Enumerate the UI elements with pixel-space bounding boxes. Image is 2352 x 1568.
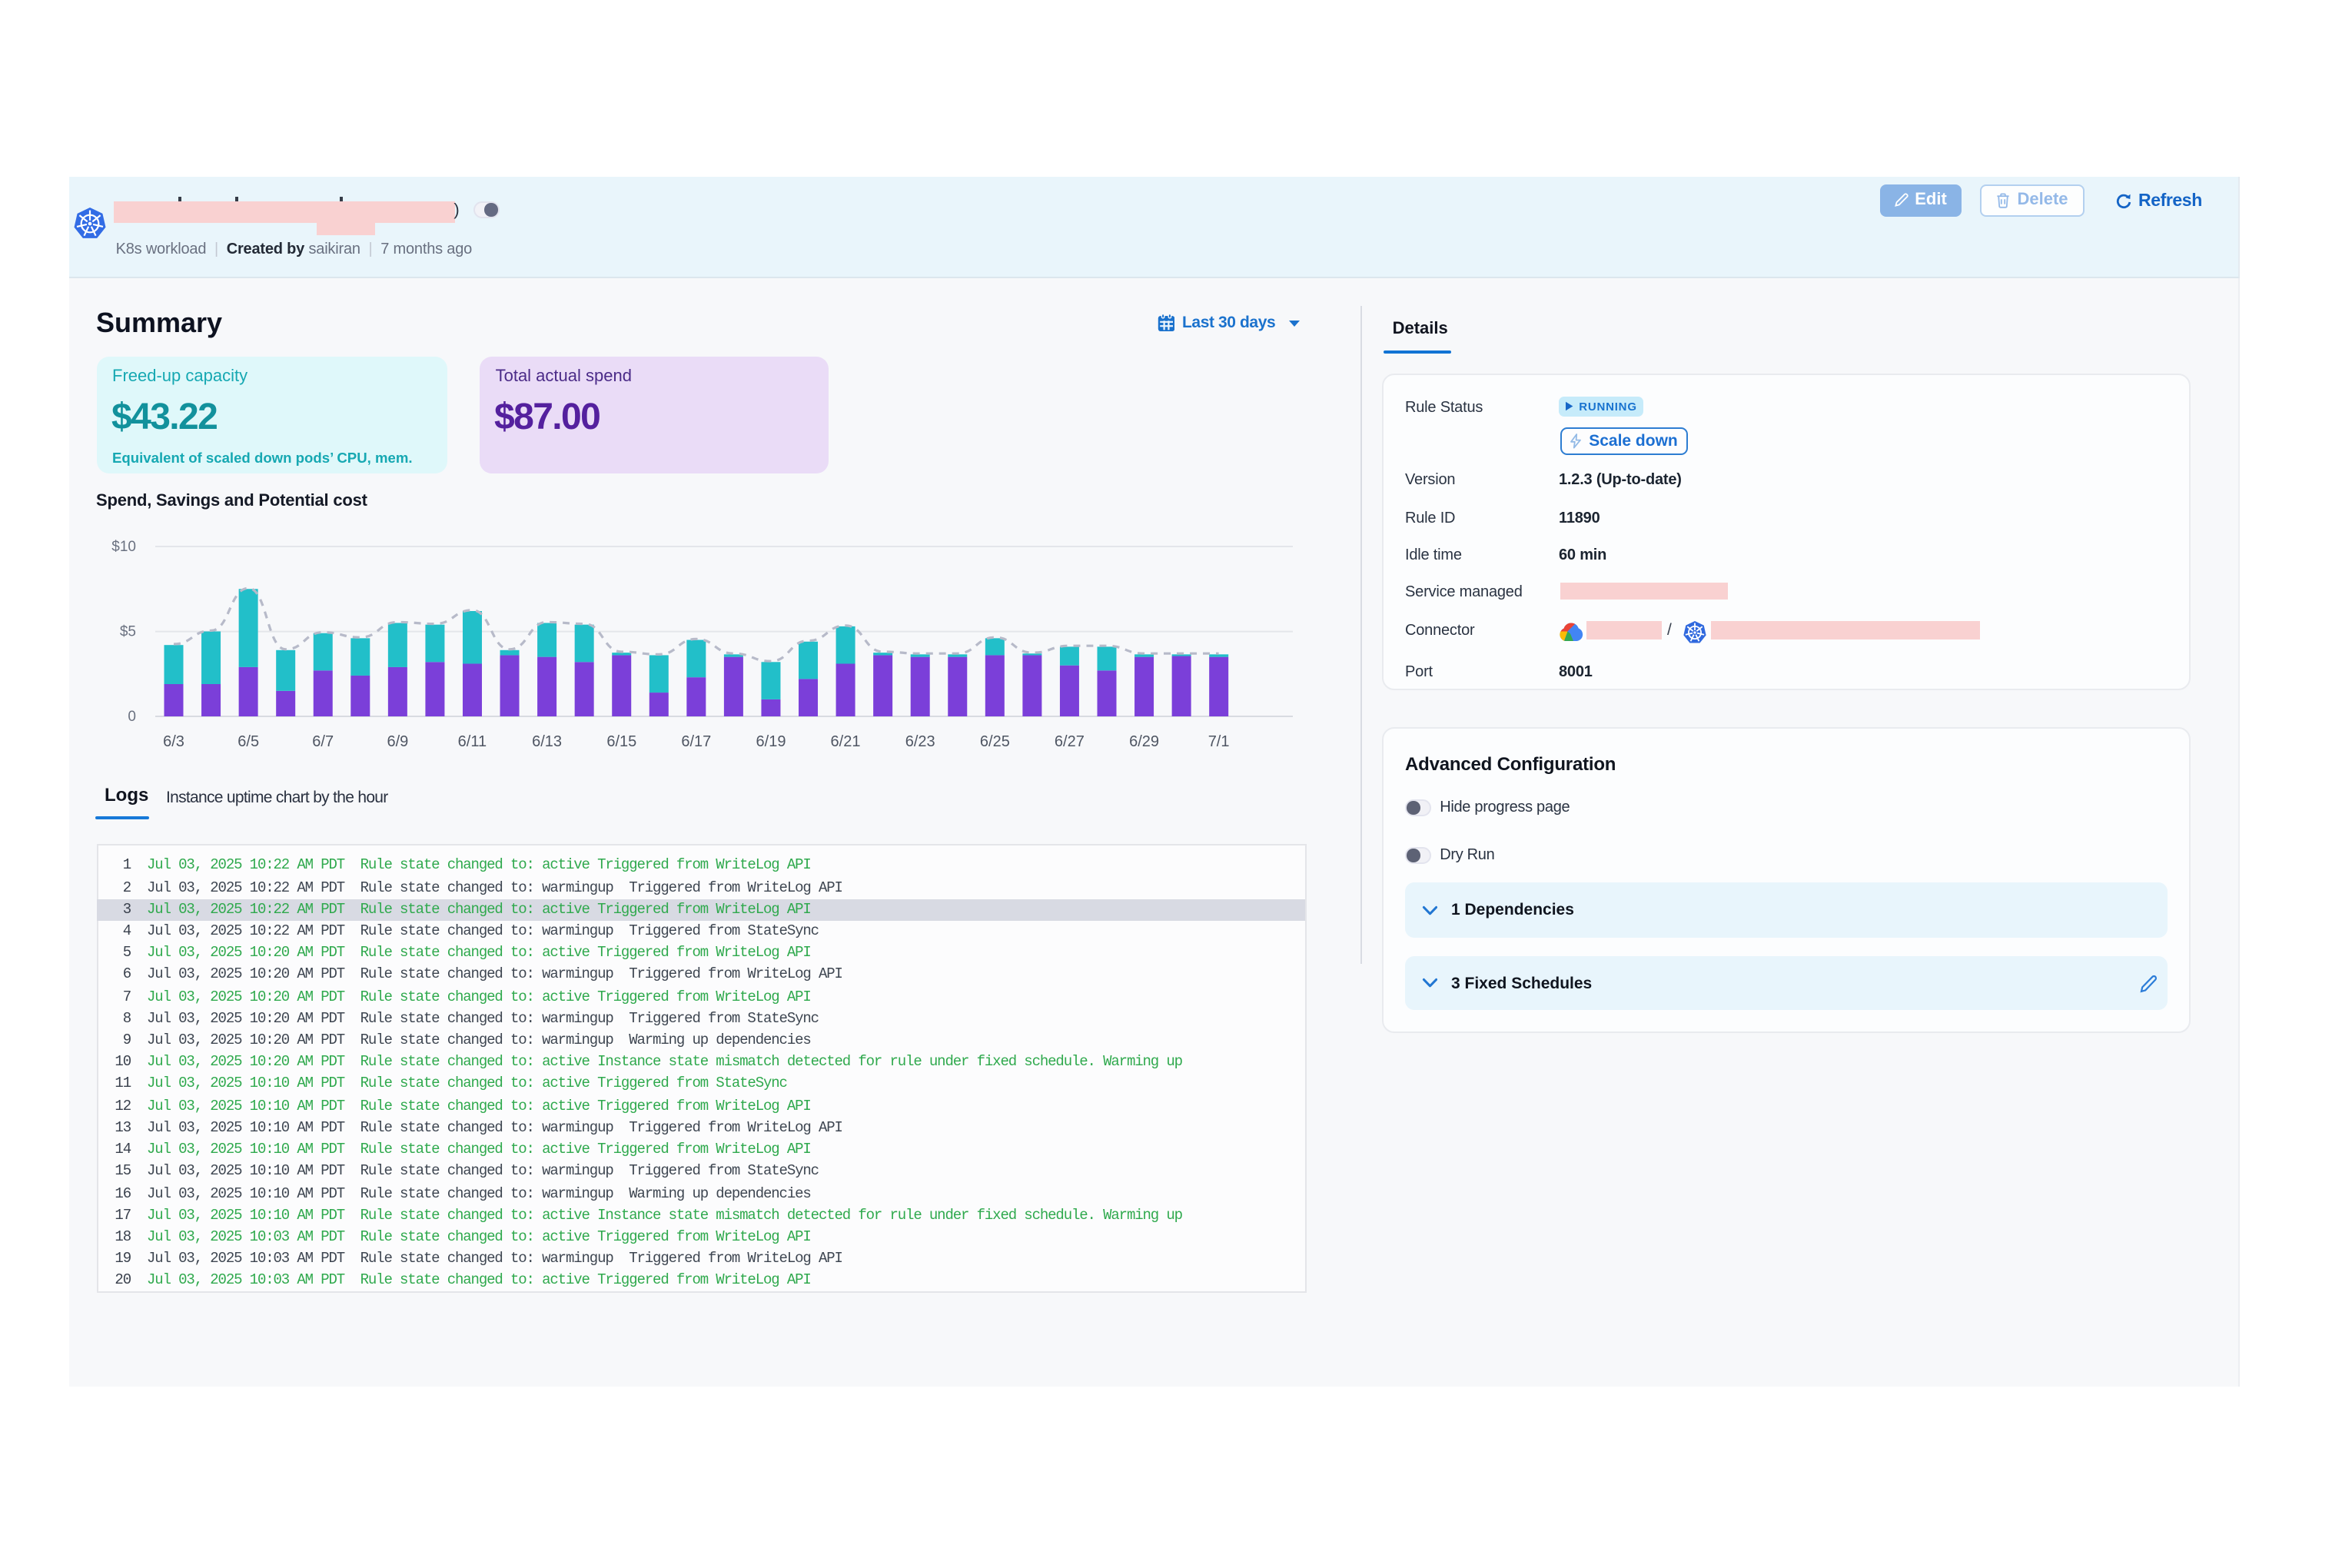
- svg-text:6/13: 6/13: [532, 733, 562, 750]
- svg-text:7/1: 7/1: [1208, 733, 1230, 750]
- svg-text:6/9: 6/9: [387, 733, 408, 750]
- svg-text:6/23: 6/23: [905, 733, 935, 750]
- svg-text:6/5: 6/5: [238, 733, 259, 750]
- svg-text:6/17: 6/17: [681, 733, 711, 750]
- svg-text:$10: $10: [111, 539, 136, 555]
- svg-text:6/21: 6/21: [831, 733, 861, 750]
- svg-text:0: 0: [128, 709, 136, 725]
- svg-text:6/19: 6/19: [756, 733, 786, 750]
- svg-text:6/3: 6/3: [163, 733, 184, 750]
- svg-text:6/29: 6/29: [1129, 733, 1159, 750]
- svg-text:$5: $5: [120, 624, 136, 640]
- svg-text:6/27: 6/27: [1055, 733, 1085, 750]
- svg-text:6/25: 6/25: [980, 733, 1010, 750]
- svg-text:6/7: 6/7: [312, 733, 334, 750]
- svg-text:6/15: 6/15: [606, 733, 636, 750]
- svg-text:6/11: 6/11: [458, 733, 487, 750]
